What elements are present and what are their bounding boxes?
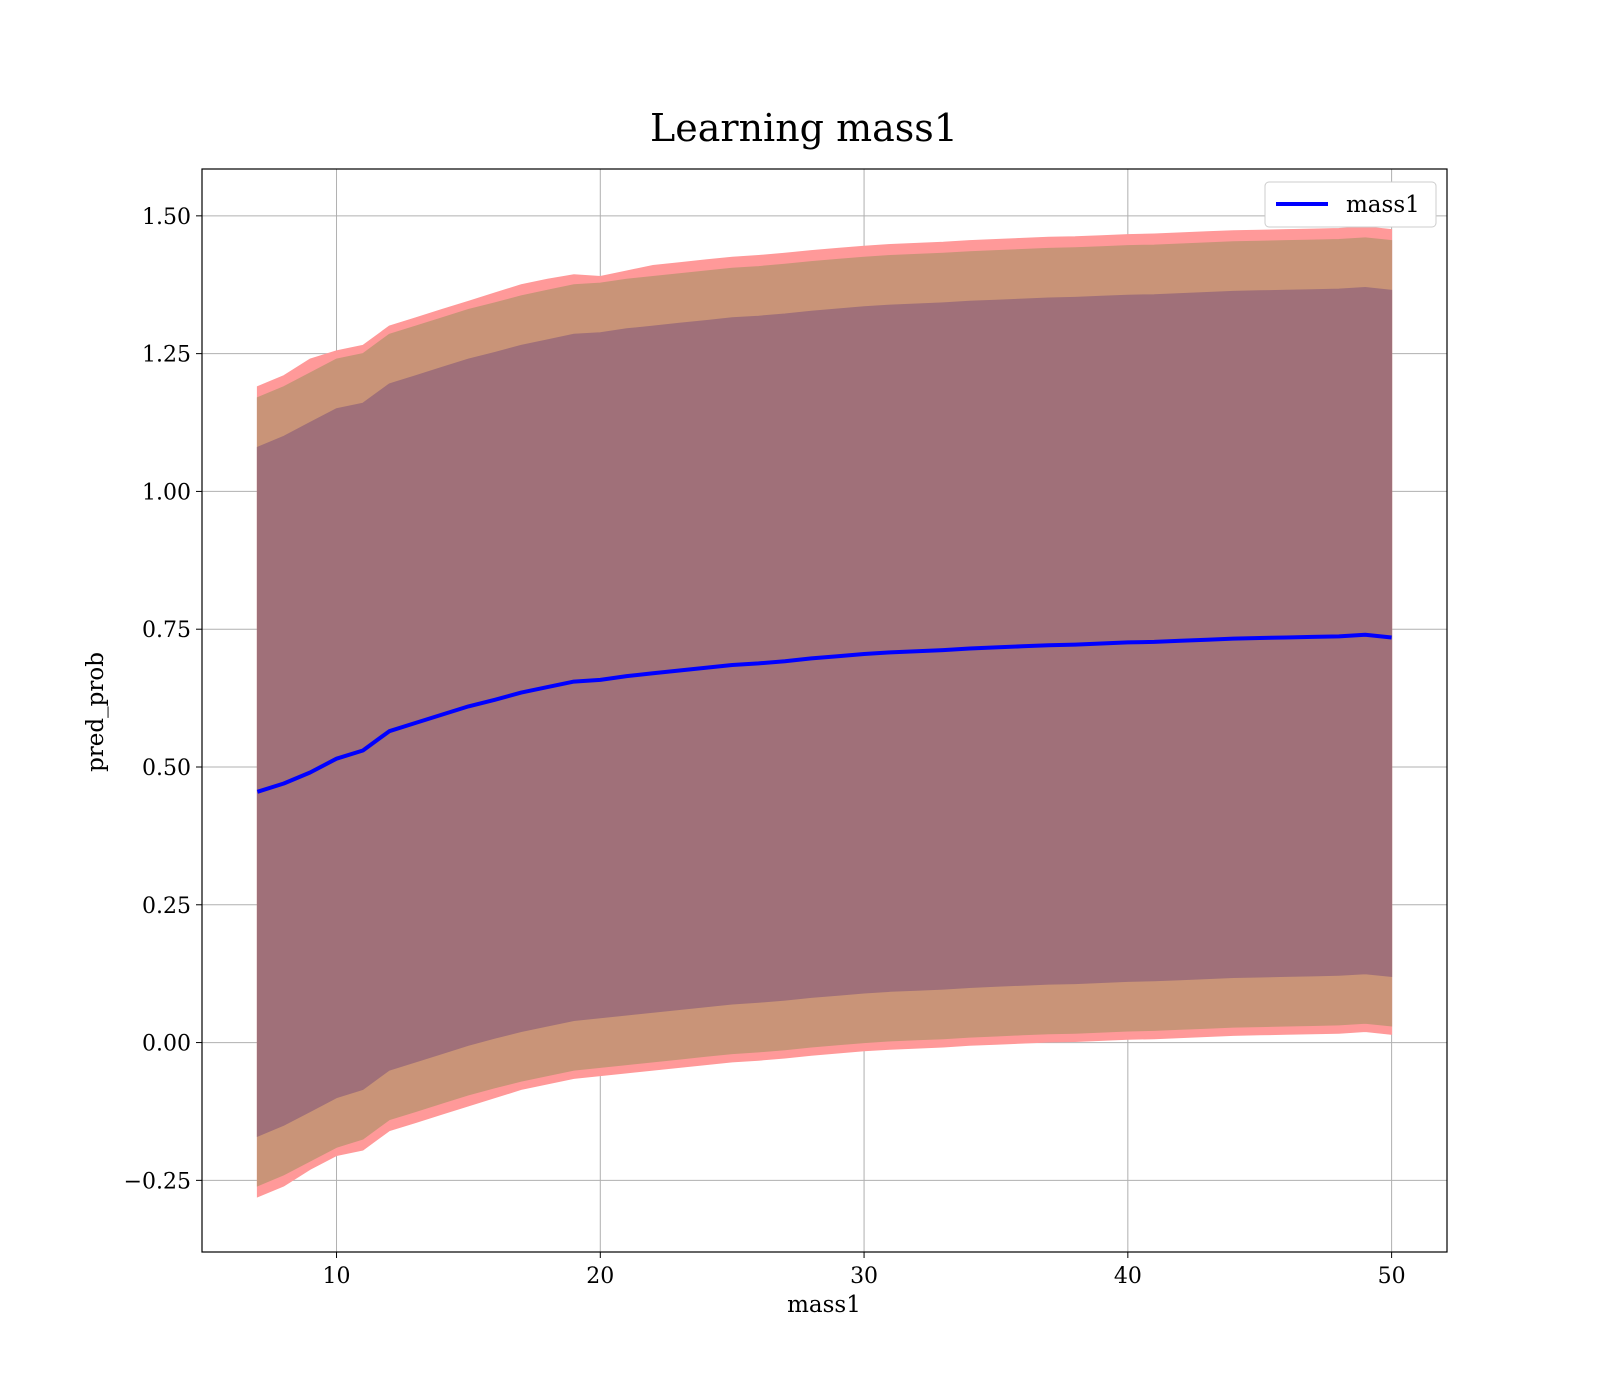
bands <box>256 226 1393 1198</box>
legend-label: mass1 <box>1346 192 1420 218</box>
y-tick-label: 0.50 <box>142 756 191 781</box>
y-tick-label: −0.25 <box>124 1169 191 1194</box>
y-tick-label: 1.25 <box>142 343 191 368</box>
band-inner <box>256 286 1393 1138</box>
y-tick-label: 1.50 <box>142 205 191 230</box>
y-tick-label: 0.75 <box>142 618 191 643</box>
x-tick-label: 30 <box>850 1264 878 1289</box>
series-lines <box>256 632 1392 794</box>
x-axis-label: mass1 <box>787 1292 861 1318</box>
y-tick-label: 0.25 <box>142 894 191 919</box>
x-tick-label: 20 <box>586 1264 614 1289</box>
x-tick-label: 40 <box>1114 1264 1142 1289</box>
axis-ticks: 10 20 30 40 50 −0.25 0.00 0.25 0.50 0.75 1.00 1.25 1… <box>124 205 1406 1289</box>
legend-box <box>1264 181 1437 228</box>
legend: mass1 <box>1264 181 1437 228</box>
y-tick-label: 1.00 <box>142 480 191 505</box>
series-line <box>256 632 1392 794</box>
y-axis-label: pred_prob <box>83 652 109 772</box>
plot-frame <box>201 168 1448 1253</box>
chart-title: Learning mass1 <box>650 106 958 150</box>
x-tick-label: 10 <box>323 1264 351 1289</box>
x-tick-label: 50 <box>1378 1264 1406 1289</box>
y-tick-label: 0.00 <box>142 1032 191 1057</box>
